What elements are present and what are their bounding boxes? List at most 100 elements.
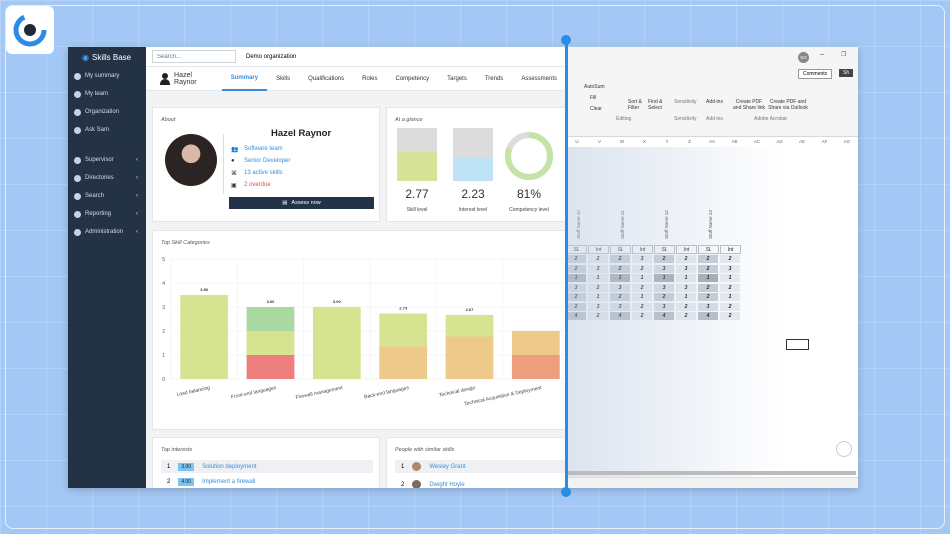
grid-cell[interactable]: 1 bbox=[720, 293, 741, 302]
comments-button[interactable]: Comments bbox=[798, 69, 833, 79]
grid-cell[interactable]: 3 bbox=[654, 302, 675, 312]
column-header[interactable]: AF bbox=[821, 139, 828, 144]
grid-cell[interactable]: 1 bbox=[610, 274, 631, 283]
grid-cell[interactable]: 2 bbox=[632, 302, 653, 312]
fill-button[interactable]: Fill bbox=[590, 95, 597, 101]
grid-cell[interactable]: 3 bbox=[566, 283, 587, 293]
grid-cell[interactable]: 4 bbox=[610, 312, 631, 321]
sidebar-item-supervisor[interactable]: Supervisor ‹ bbox=[68, 151, 146, 169]
grid-cell[interactable]: 3 bbox=[720, 264, 741, 274]
create-pdf-outlook-button[interactable]: Create PDF and Share via Outlook bbox=[768, 99, 808, 111]
selected-cell[interactable] bbox=[786, 339, 809, 350]
sub-header-cell[interactable]: Int bbox=[632, 245, 653, 254]
grid-cell[interactable]: 1 bbox=[698, 274, 719, 283]
sidebar-item-administration[interactable]: Administration ‹ bbox=[68, 223, 146, 241]
grid-cell[interactable]: 3 bbox=[588, 264, 609, 274]
tab-qualifications[interactable]: Qualifications bbox=[308, 75, 345, 82]
grid-cell[interactable]: 1 bbox=[566, 274, 587, 283]
grid-cell[interactable]: 3 bbox=[610, 283, 631, 293]
column-header[interactable]: Z bbox=[688, 139, 691, 144]
column-header[interactable]: AA bbox=[708, 139, 715, 144]
overdue-row[interactable]: ▣ 2 overdue bbox=[231, 182, 271, 189]
grid-cell[interactable]: 2 bbox=[698, 293, 719, 302]
tab-assessments[interactable]: Assessments bbox=[521, 75, 557, 82]
tab-trends[interactable]: Trends bbox=[484, 75, 504, 82]
sidebar-item-organization[interactable]: Organization bbox=[68, 103, 146, 121]
sub-header-cell[interactable]: SL bbox=[654, 245, 675, 254]
clear-button[interactable]: Clear bbox=[590, 106, 602, 112]
grid-cell[interactable]: 1 bbox=[720, 274, 741, 283]
list-item[interactable]: 2 Dwight Hoyle bbox=[401, 480, 465, 488]
grid-cell[interactable]: 3 bbox=[654, 283, 675, 293]
grid-cell[interactable]: 2 bbox=[698, 264, 719, 274]
grid-cell[interactable]: 4 bbox=[698, 312, 719, 321]
grid-cell[interactable]: 1 bbox=[676, 274, 697, 283]
grid-cell[interactable]: 3 bbox=[632, 255, 653, 264]
sidebar-item-my-team[interactable]: My team bbox=[68, 85, 146, 103]
tab-roles[interactable]: Roles bbox=[362, 75, 378, 82]
create-pdf-link-button[interactable]: Create PDF and Share link bbox=[733, 99, 765, 111]
grid-cell[interactable]: 2 bbox=[588, 255, 609, 264]
sort-filter-button[interactable]: Sort & Filter bbox=[628, 99, 642, 111]
column-header[interactable]: AE bbox=[798, 139, 805, 144]
grid-cell[interactable]: 2 bbox=[676, 302, 697, 312]
grid-cell[interactable]: 2 bbox=[566, 264, 587, 274]
grid-cell[interactable]: 2 bbox=[698, 255, 719, 264]
grid-cell[interactable]: 1 bbox=[588, 274, 609, 283]
column-header[interactable]: W bbox=[619, 139, 625, 144]
floating-action-button[interactable] bbox=[836, 441, 852, 457]
grid-cell[interactable]: 2 bbox=[720, 255, 741, 264]
grid-cell[interactable]: 3 bbox=[654, 264, 675, 274]
grid-cell[interactable]: 2 bbox=[610, 264, 631, 274]
sidebar-item-reporting[interactable]: Reporting ‹ bbox=[68, 205, 146, 223]
tab-skills[interactable]: Skills bbox=[276, 75, 291, 82]
grid-cell[interactable]: 2 bbox=[566, 293, 587, 302]
list-item[interactable]: 1 3.00 Solution deployment bbox=[161, 460, 373, 473]
sidebar-item-directories[interactable]: Directories ‹ bbox=[68, 169, 146, 187]
sidebar-item-my-summary[interactable]: My summary bbox=[68, 67, 146, 85]
grid-cell[interactable]: 1 bbox=[588, 293, 609, 302]
grid-cell[interactable]: 3 bbox=[698, 302, 719, 312]
tab-summary[interactable]: Summary bbox=[221, 67, 268, 91]
grid-cell[interactable]: 2 bbox=[720, 283, 741, 293]
grid-cell[interactable]: 2 bbox=[698, 283, 719, 293]
grid-cell[interactable]: 2 bbox=[610, 255, 631, 264]
assess-now-button[interactable]: ▤ Assess now bbox=[229, 197, 374, 209]
sub-header-cell[interactable]: SL bbox=[610, 245, 631, 254]
sidebar-item-search[interactable]: Search ‹ bbox=[68, 187, 146, 205]
column-header[interactable]: Y bbox=[665, 139, 669, 144]
minimize-icon[interactable]: – bbox=[820, 51, 824, 58]
column-header[interactable]: AD bbox=[776, 139, 783, 144]
grid-cell[interactable]: 1 bbox=[632, 293, 653, 302]
addins-button[interactable]: Add-ins bbox=[706, 99, 723, 105]
grid-cell[interactable]: 3 bbox=[676, 283, 697, 293]
sub-header-cell[interactable]: SL bbox=[698, 245, 719, 254]
grid-cell[interactable]: 2 bbox=[610, 293, 631, 302]
column-header[interactable]: AC bbox=[753, 139, 761, 144]
role-row[interactable]: ● Senior Developer bbox=[231, 158, 291, 164]
sub-header-cell[interactable]: Int bbox=[588, 245, 609, 254]
grid-cell[interactable]: 2 bbox=[632, 312, 653, 321]
autosum-button[interactable]: AutoSum bbox=[584, 84, 605, 90]
comparison-slider[interactable] bbox=[565, 39, 568, 492]
grid-cell[interactable]: 2 bbox=[566, 302, 587, 312]
list-item[interactable]: 1 Wesley Grant bbox=[395, 460, 566, 473]
grid-cell[interactable]: 2 bbox=[720, 302, 741, 312]
sensitivity-button[interactable]: Sensitivity bbox=[674, 99, 697, 105]
grid-cell[interactable]: 1 bbox=[654, 274, 675, 283]
tab-competency[interactable]: Competency bbox=[395, 75, 430, 82]
column-header[interactable]: AG bbox=[843, 139, 851, 144]
sub-header-cell[interactable]: SL bbox=[566, 245, 587, 254]
slider-handle-bottom[interactable] bbox=[561, 487, 571, 497]
grid-cell[interactable]: 1 bbox=[632, 274, 653, 283]
column-header[interactable]: X bbox=[642, 139, 646, 144]
grid-cell[interactable]: 3 bbox=[588, 302, 609, 312]
sub-header-cell[interactable]: Int bbox=[676, 245, 697, 254]
restore-icon[interactable]: ❐ bbox=[841, 52, 847, 58]
grid-cell[interactable]: 1 bbox=[676, 293, 697, 302]
team-row[interactable]: 👥 Software team bbox=[231, 146, 283, 153]
list-item[interactable]: 2 4.00 Implement a firewall bbox=[167, 477, 256, 486]
organization-name[interactable]: Demo organization bbox=[246, 53, 297, 60]
grid-cell[interactable]: 2 bbox=[632, 283, 653, 293]
sidebar-brand[interactable]: ◉ Skills Base bbox=[68, 47, 146, 67]
